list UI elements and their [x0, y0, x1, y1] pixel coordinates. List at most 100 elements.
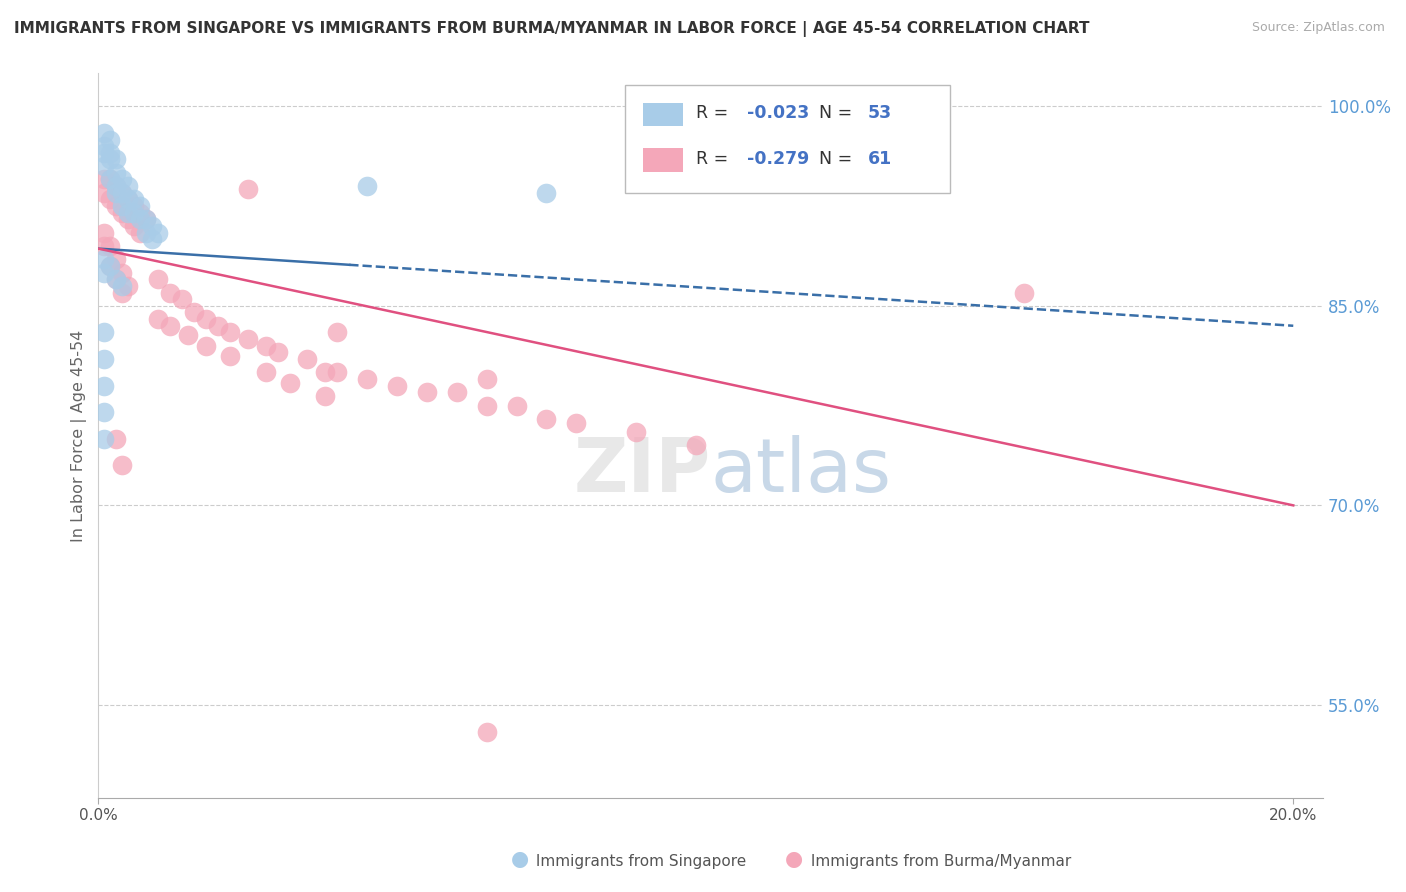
Point: [236, 182, 259, 196]
Y-axis label: In Labor Force | Age 45-54: In Labor Force | Age 45-54: [72, 329, 87, 541]
Point: [98, 259, 121, 273]
Text: 61: 61: [868, 150, 891, 168]
Point: [111, 278, 134, 293]
Point: [129, 212, 152, 227]
Point: [685, 438, 707, 452]
Point: [105, 252, 128, 267]
FancyBboxPatch shape: [644, 103, 682, 126]
Point: [117, 212, 139, 227]
Point: [135, 212, 157, 227]
Point: [111, 205, 134, 219]
Point: [218, 350, 240, 364]
Point: [177, 328, 200, 343]
Text: R =: R =: [696, 104, 734, 122]
Point: [416, 385, 439, 400]
Point: [446, 385, 468, 400]
Point: [129, 199, 152, 213]
Text: IMMIGRANTS FROM SINGAPORE VS IMMIGRANTS FROM BURMA/MYANMAR IN LABOR FORCE | AGE : IMMIGRANTS FROM SINGAPORE VS IMMIGRANTS …: [14, 21, 1090, 37]
Point: [122, 219, 145, 233]
Point: [326, 365, 349, 379]
Point: [111, 186, 134, 200]
Point: [314, 389, 336, 403]
Point: [98, 193, 121, 207]
Point: [105, 179, 128, 194]
Point: [93, 432, 115, 446]
Text: N =: N =: [818, 150, 858, 168]
Point: [105, 272, 128, 286]
Point: [93, 186, 115, 200]
Point: [93, 226, 115, 240]
Point: [194, 312, 217, 326]
Point: [159, 285, 181, 300]
Point: [111, 186, 134, 200]
Point: [98, 259, 121, 273]
Text: ZIP: ZIP: [574, 435, 711, 508]
Point: [254, 365, 277, 379]
Point: [475, 724, 498, 739]
Point: [146, 312, 169, 326]
Point: [93, 239, 115, 253]
Point: [105, 272, 128, 286]
Point: [117, 179, 139, 194]
Point: [98, 172, 121, 186]
Point: [314, 365, 336, 379]
Text: -0.023: -0.023: [748, 104, 810, 122]
Point: [111, 285, 134, 300]
Point: [475, 399, 498, 413]
Point: [105, 153, 128, 167]
Point: [236, 332, 259, 346]
Point: [624, 425, 647, 440]
Point: [475, 372, 498, 386]
Point: [93, 172, 115, 186]
Point: [98, 239, 121, 253]
Text: N =: N =: [818, 104, 858, 122]
Point: [93, 326, 115, 340]
Text: Immigrants from Singapore: Immigrants from Singapore: [531, 854, 747, 869]
Text: R =: R =: [696, 150, 734, 168]
Point: [207, 318, 229, 333]
Point: [194, 339, 217, 353]
Point: [98, 153, 121, 167]
FancyBboxPatch shape: [626, 86, 949, 193]
Point: [1014, 285, 1036, 300]
Point: [93, 145, 115, 160]
Text: atlas: atlas: [711, 435, 891, 508]
Text: Immigrants from Burma/Myanmar: Immigrants from Burma/Myanmar: [806, 854, 1071, 869]
Point: [117, 205, 139, 219]
Point: [93, 266, 115, 280]
Point: [505, 399, 527, 413]
Point: [135, 226, 157, 240]
Point: [111, 266, 134, 280]
Point: [122, 193, 145, 207]
Point: [105, 199, 128, 213]
Point: [98, 172, 121, 186]
Point: [218, 326, 240, 340]
Text: ●: ●: [786, 849, 803, 869]
Point: [122, 199, 145, 213]
Text: ●: ●: [512, 849, 529, 869]
Point: [385, 378, 408, 392]
Point: [326, 326, 349, 340]
Point: [146, 226, 169, 240]
Point: [98, 145, 121, 160]
Point: [93, 378, 115, 392]
Point: [105, 432, 128, 446]
Point: [159, 318, 181, 333]
Point: [98, 132, 121, 146]
Text: Source: ZipAtlas.com: Source: ZipAtlas.com: [1251, 21, 1385, 34]
Text: -0.279: -0.279: [748, 150, 810, 168]
Point: [183, 305, 205, 319]
FancyBboxPatch shape: [644, 148, 682, 171]
Point: [93, 252, 115, 267]
Point: [111, 172, 134, 186]
Text: 53: 53: [868, 104, 891, 122]
Point: [141, 219, 163, 233]
Point: [146, 272, 169, 286]
Point: [297, 351, 319, 366]
Point: [93, 139, 115, 153]
Point: [356, 372, 378, 386]
Point: [122, 205, 145, 219]
Point: [117, 193, 139, 207]
Point: [93, 405, 115, 419]
Point: [117, 278, 139, 293]
